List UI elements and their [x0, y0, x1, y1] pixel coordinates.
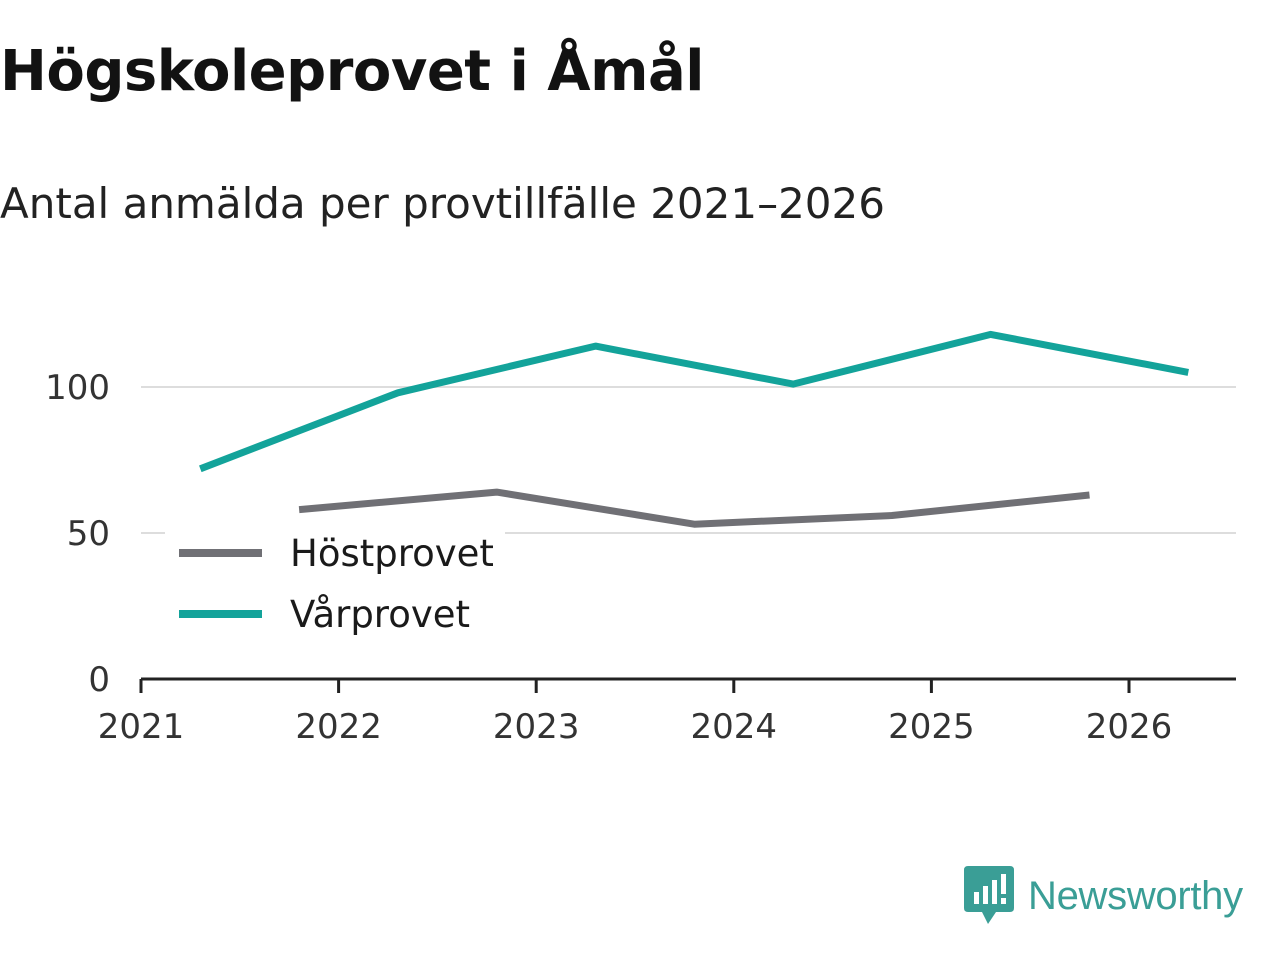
chart-title: Högskoleprovet i Åmål: [0, 39, 704, 104]
newsworthy-logo-icon: [964, 866, 1014, 924]
grid-layer: 0 50 100: [45, 368, 1236, 700]
y-tick-label: 100: [45, 368, 110, 408]
x-tick-label: 2021: [98, 707, 185, 747]
x-axis: 2021 2022 2023 2024 2025 2026: [98, 677, 1236, 747]
brand-logo: Newsworthy: [964, 866, 1243, 926]
brand-name: Newsworthy: [1028, 874, 1243, 918]
x-tick-label: 2024: [691, 707, 778, 747]
series-layer: [199, 330, 1189, 528]
series-line-hostprovet: [298, 488, 1090, 528]
x-tick-label: 2023: [493, 707, 580, 747]
series-line-varprovet: [199, 330, 1189, 473]
chart-subtitle: Antal anmälda per provtillfälle 2021–202…: [0, 179, 885, 228]
x-tick-label: 2025: [888, 707, 975, 747]
legend-label: Vårprovet: [290, 593, 470, 636]
x-tick-label: 2022: [295, 707, 382, 747]
y-tick-label: 0: [88, 660, 110, 700]
legend-label: Höstprovet: [290, 532, 494, 575]
x-tick-label: 2026: [1086, 707, 1173, 747]
y-tick-label: 50: [67, 514, 110, 554]
legend: Höstprovet Vårprovet: [165, 532, 505, 650]
